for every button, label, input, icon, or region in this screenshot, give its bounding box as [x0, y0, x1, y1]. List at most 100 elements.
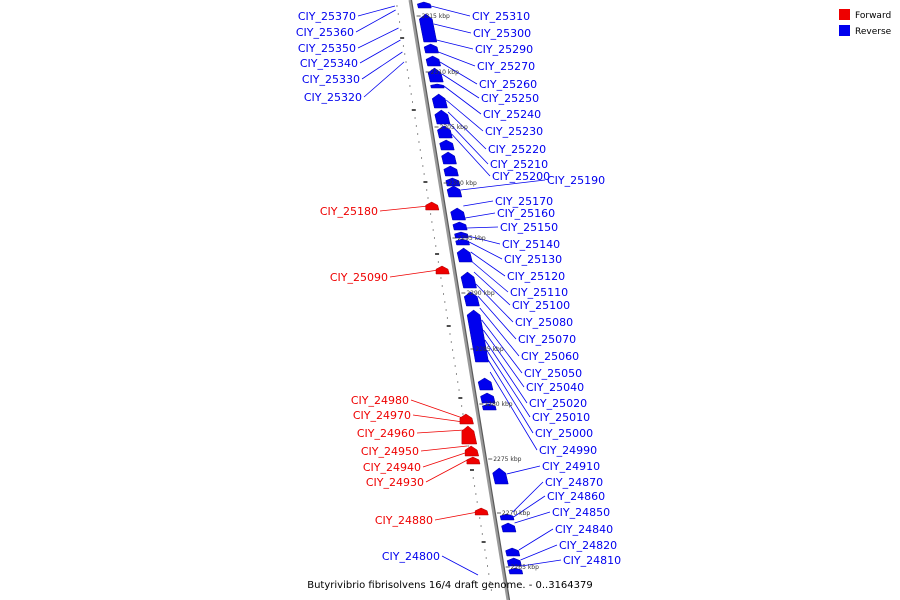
forward-track-dots [396, 5, 492, 591]
gene-label: CIY_25210 [490, 158, 548, 171]
gene-leader-line [425, 458, 470, 483]
gene-leader-line [521, 559, 562, 567]
gene-leader-line [443, 85, 482, 115]
reverse-gene-block [499, 513, 515, 521]
gene-label: CIY_25120 [507, 270, 565, 283]
gene-leader-line [355, 9, 396, 33]
reverse-gene-block [454, 231, 469, 239]
gene-leader-line [514, 511, 551, 524]
reverse-gene-block [466, 309, 489, 363]
gene-label: CIY_24810 [563, 554, 621, 567]
kbp-tick-label: 2300 kbp [449, 180, 477, 187]
reverse-gene-block [505, 547, 521, 557]
gene-leader-line [410, 399, 463, 419]
gene-label: CIY_25010 [532, 411, 590, 424]
gene-label: CIY_25260 [479, 78, 537, 91]
reverse-gene-block [443, 165, 459, 177]
gene-leader-line [468, 235, 501, 245]
gene-label: CIY_25140 [502, 238, 560, 251]
reverse-gene-block [460, 271, 477, 289]
reverse-gene-block [501, 522, 517, 533]
reverse-gene-block [418, 13, 438, 43]
reverse-gene-block [437, 125, 453, 139]
gene-label: CIY_24980 [351, 394, 409, 407]
gene-label: CIY_25250 [481, 92, 539, 105]
gene-leader-line [489, 371, 538, 451]
gene-leader-line [520, 544, 558, 561]
reverse-gene-block [456, 247, 473, 263]
gene-leader-line [481, 319, 523, 374]
gene-leader-line [449, 123, 489, 165]
gene-leader-line [518, 528, 554, 551]
gene-label: CIY_24870 [545, 476, 603, 489]
gene-label: CIY_24970 [353, 409, 411, 422]
gene-leader-line [361, 51, 403, 80]
gene-leader-line [483, 329, 525, 388]
gene-leader-line [433, 23, 472, 34]
gene-label: CIY_24850 [552, 506, 610, 519]
kbp-ticks: 2315 kbp 2310 kbp 2305 kbp 2300 kbp 2295 kbp… [416, 13, 539, 571]
gene-leader-line [439, 61, 478, 85]
legend-forward-swatch [839, 9, 850, 20]
gene-leader-line [412, 414, 464, 423]
gene-label: CIY_25180 [320, 205, 378, 218]
kbp-tick-label: 2265 kbp [511, 564, 539, 571]
gene-label: CIY_25150 [500, 221, 558, 234]
legend: Forward Reverse [839, 9, 892, 37]
gene-label: CIY_25200 [492, 170, 550, 183]
genome-caption: Butyrivibrio fibrisolvens 16/4 draft gen… [307, 580, 593, 591]
gene-leader-line [475, 283, 514, 323]
gene-label: CIY_25110 [510, 286, 568, 299]
gene-leader-line [451, 133, 491, 177]
gene-label: CIY_25240 [483, 108, 541, 121]
gene-label: CIY_25020 [529, 397, 587, 410]
gene-leader-line [513, 495, 546, 518]
reverse-gene-block [480, 392, 496, 404]
forward-gene-block [459, 413, 474, 425]
reverse-gene-block [450, 207, 466, 221]
gene-leader-line [470, 251, 506, 277]
reverse-gene-block [427, 67, 444, 83]
kbp-tick-label: 2275 kbp [493, 456, 521, 463]
reverse-gene-block [434, 109, 451, 125]
gene-label: CIY_24990 [539, 444, 597, 457]
gene-leader-line [422, 451, 469, 468]
reverse-gene-block [431, 93, 448, 109]
gene-label: CIY_24930 [366, 476, 424, 489]
forward-gene-block [435, 265, 450, 275]
gene-leader-line [466, 226, 499, 229]
gene-label: CIY_25190 [547, 174, 605, 187]
gene-label: CIY_24960 [357, 427, 415, 440]
leader-lines [355, 5, 562, 576]
gene-label: CIY_25310 [472, 10, 530, 23]
gene-label: CIY_25270 [477, 60, 535, 73]
gene-label: CIY_25040 [526, 381, 584, 394]
legend-reverse-swatch [839, 25, 850, 36]
gene-label: CIY_25360 [296, 26, 354, 39]
reverse-gene-block [425, 55, 441, 67]
gene-label: CIY_24840 [555, 523, 613, 536]
reverse-gene-block [417, 1, 432, 9]
gene-leader-line [512, 481, 544, 513]
reverse-gene-block [423, 43, 439, 54]
gene-leader-line [506, 465, 541, 475]
gene-leader-line [363, 61, 405, 98]
forward-gene-block [425, 201, 440, 211]
legend-forward-label: Forward [855, 11, 891, 21]
reverse-gene-block [441, 151, 457, 165]
forward-gene-block [461, 425, 478, 445]
gene-leader-line [487, 359, 534, 434]
legend-reverse-label: Reverse [855, 27, 892, 37]
backbone-line [410, 0, 511, 600]
gene-leader-line [479, 307, 520, 357]
reverse-gene-block [439, 139, 455, 151]
gene-leader-line [430, 5, 471, 17]
gene-features [417, 1, 524, 575]
gene-label: CIY_25220 [488, 143, 546, 156]
gene-leader-line [473, 271, 511, 306]
backbone-layer [408, 0, 511, 600]
gene-leader-line [434, 511, 478, 521]
gene-leader-line [359, 39, 401, 64]
gene-label: CIY_25330 [302, 73, 360, 86]
gene-label: CIY_25290 [475, 43, 533, 56]
